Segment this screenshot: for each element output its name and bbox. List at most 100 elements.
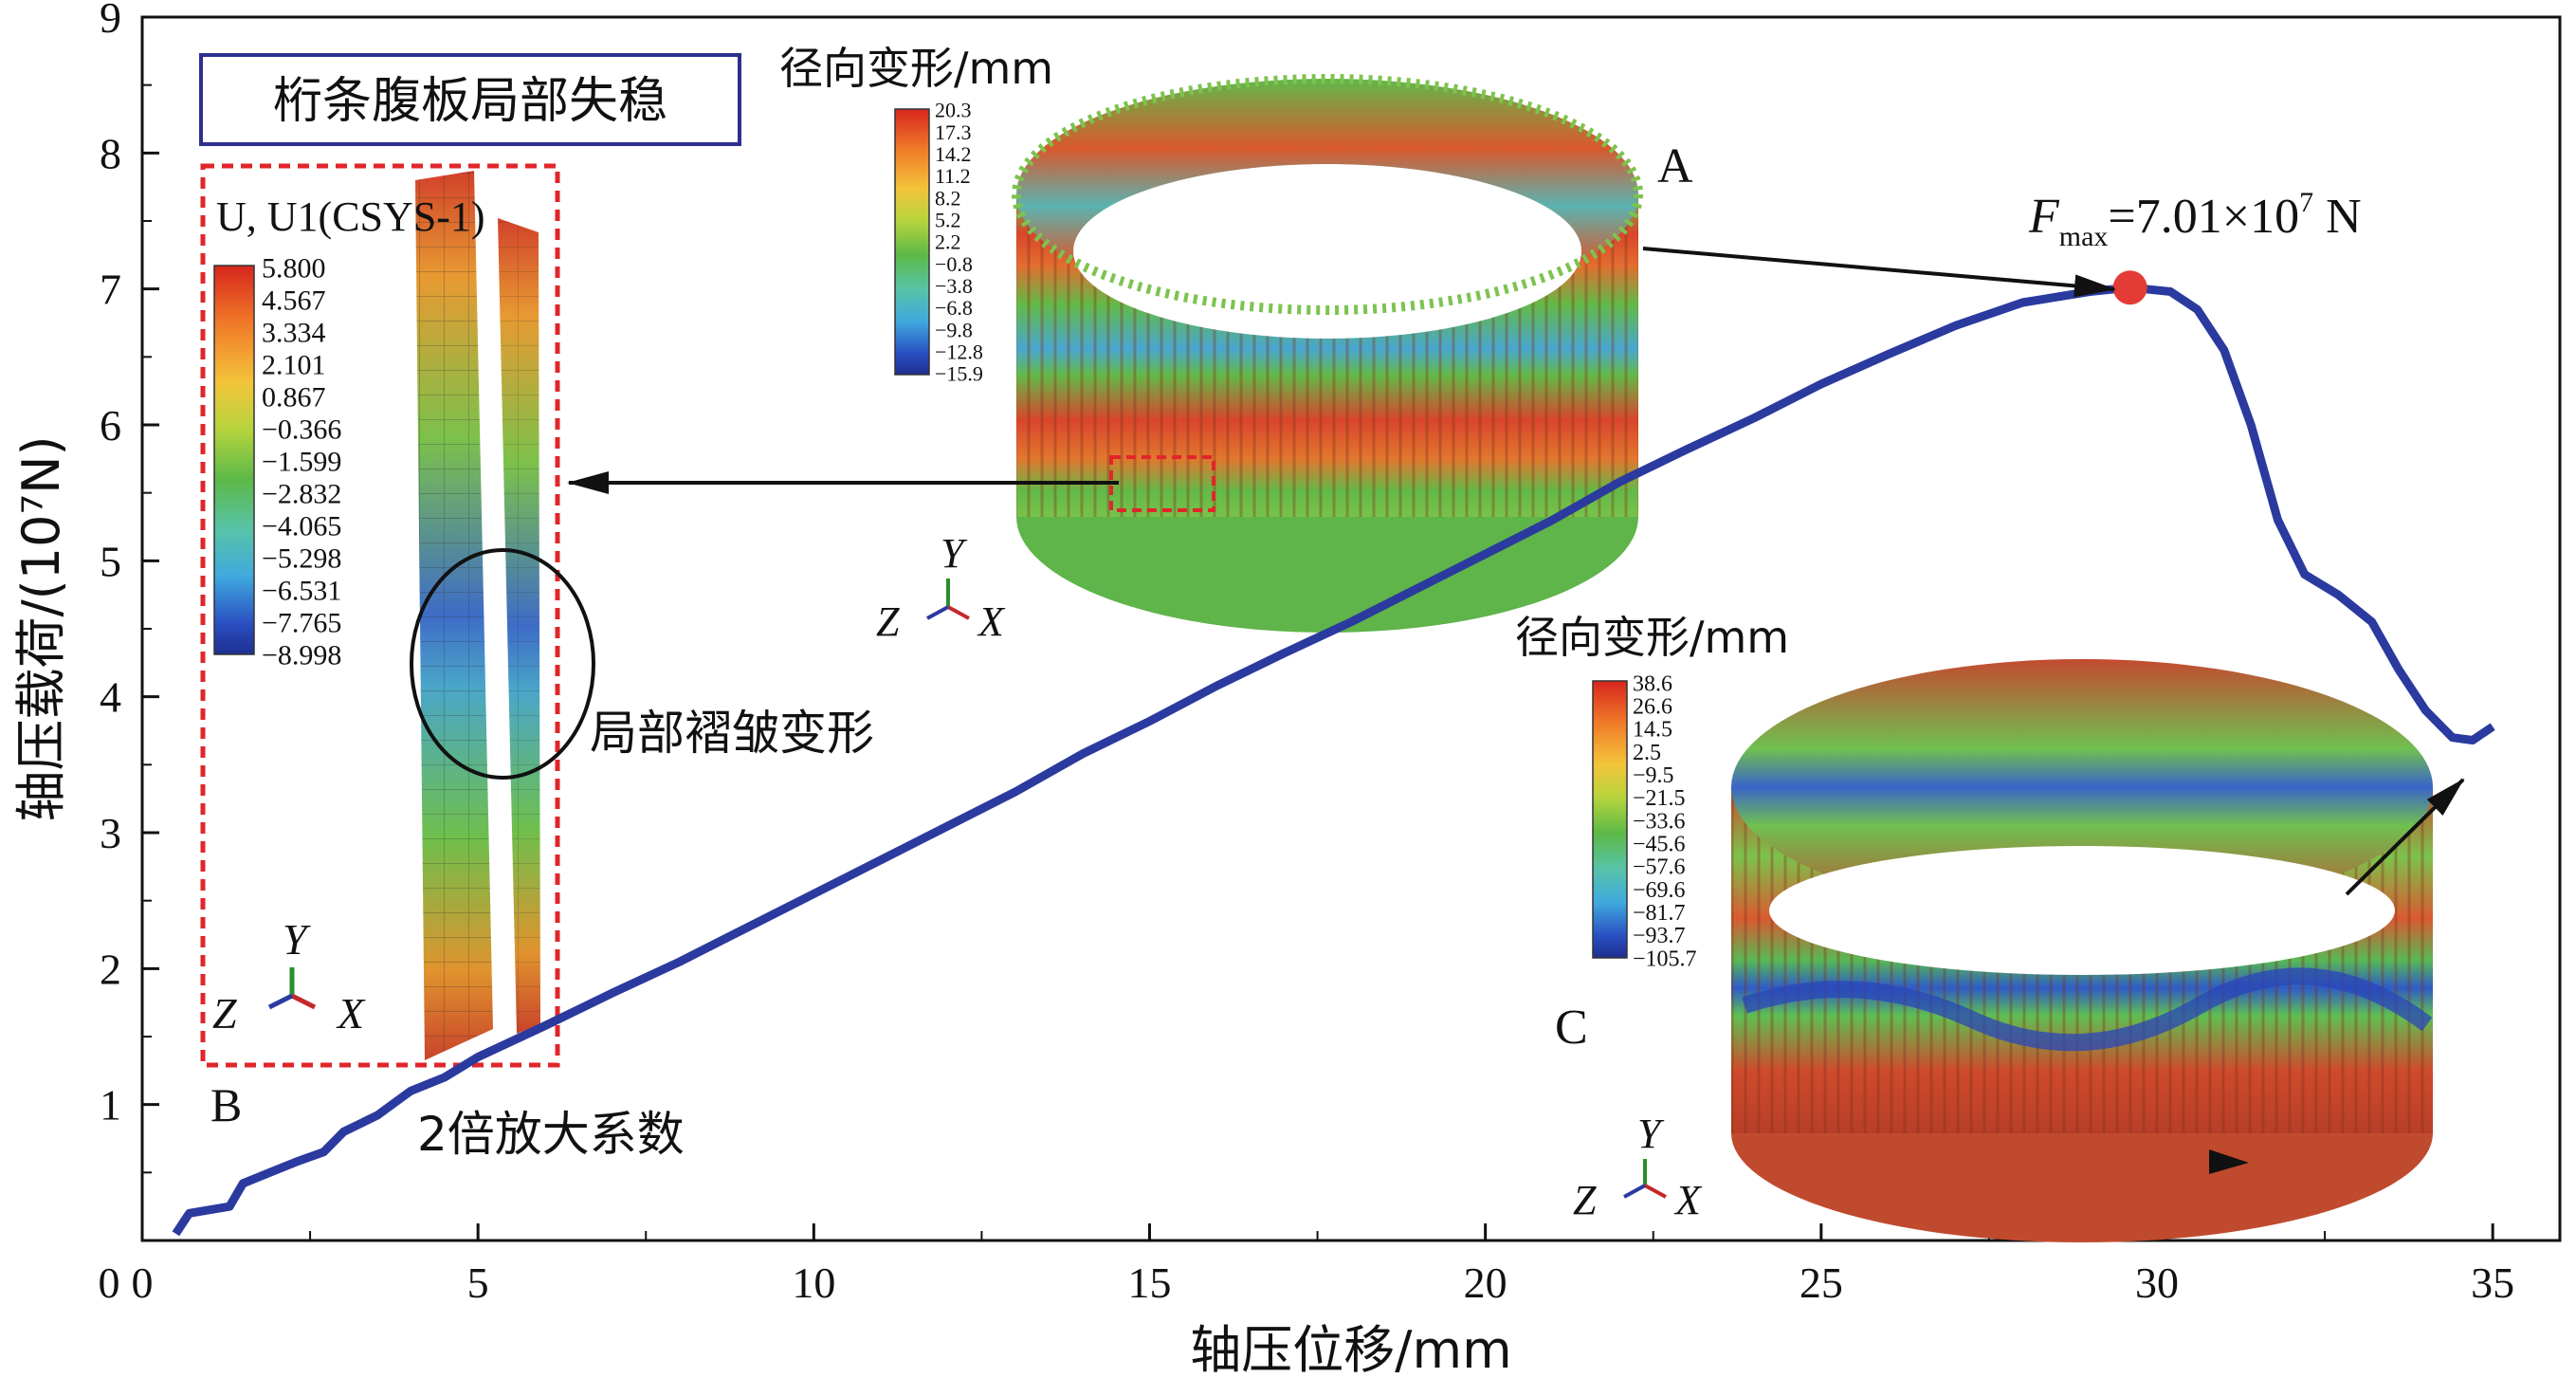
y-tick-label: 7 xyxy=(100,266,121,314)
colorbar-tick-label: 4.567 xyxy=(262,285,326,317)
colorbar-tick-label: −105.7 xyxy=(1633,946,1697,971)
inset-b-dashed-box xyxy=(200,163,560,1068)
colorbar-tick-label: 38.6 xyxy=(1633,671,1672,696)
series-layer xyxy=(172,270,2495,1237)
svg-text:X: X xyxy=(336,989,366,1038)
colorbar-tick-label: −6.531 xyxy=(262,576,341,607)
svg-text:Y: Y xyxy=(941,530,968,577)
label-a: A xyxy=(1657,139,1693,193)
x-tick-label: 0 xyxy=(132,1259,154,1307)
arrow-c-to-curve xyxy=(2345,778,2465,896)
colorbar-tick-label: −0.8 xyxy=(935,252,973,276)
svg-text:Z: Z xyxy=(1573,1177,1597,1223)
label-b: B xyxy=(210,1078,242,1131)
colorbar-tick-label: −93.7 xyxy=(1633,924,1686,948)
x-tick-label: 5 xyxy=(467,1259,489,1307)
colorbar-tick-label: −8.998 xyxy=(262,640,341,671)
y-tick-label: 8 xyxy=(100,129,121,177)
cylinder-a-hole xyxy=(1073,164,1581,339)
colorbar-tick-label: 14.2 xyxy=(935,142,972,166)
colorbar-tick-label: −21.5 xyxy=(1633,786,1686,811)
y-axis: 9 8 7 6 5 4 3 2 1 xyxy=(100,0,159,1174)
cylinder-a-red-box xyxy=(1109,455,1215,512)
y-tick-label: 1 xyxy=(100,1081,121,1130)
triad-c: Y Z X xyxy=(1573,1111,1703,1223)
colorbar-tick-label: −9.5 xyxy=(1633,763,1674,788)
y-tick-label: 3 xyxy=(100,809,121,857)
colorbar-tick-label: 3.334 xyxy=(262,318,326,349)
colorbar-tick-label: −2.832 xyxy=(262,479,341,510)
colorbar-tick-label: 8.2 xyxy=(935,186,961,210)
x-tick-label: 15 xyxy=(1128,1259,1172,1307)
colorbar-tick-label: 2.2 xyxy=(935,230,961,254)
inset-a-cylinder xyxy=(1012,74,1643,633)
colorbar-a-title: 径向变形/mm xyxy=(779,43,1053,94)
svg-text:X: X xyxy=(977,598,1006,645)
colorbar-tick-label: −57.6 xyxy=(1633,855,1686,880)
colorbar-tick-label: −1.599 xyxy=(262,447,341,478)
colorbar-tick-label: −9.8 xyxy=(935,318,973,341)
wrinkle-label: 局部褶皱变形 xyxy=(590,706,874,761)
colorbar-tick-label: −69.6 xyxy=(1633,878,1686,903)
svg-text:Y: Y xyxy=(1637,1111,1665,1157)
inset-c-cylinder xyxy=(1731,659,2433,1242)
x-tick-label: 20 xyxy=(1464,1259,1507,1307)
colorbar-tick-label: −0.366 xyxy=(262,414,341,446)
colorbar-tick-label: −45.6 xyxy=(1633,833,1686,857)
x-tick-label: 10 xyxy=(792,1259,835,1307)
colorbar-tick-label: 14.5 xyxy=(1633,718,1672,743)
colorbar-tick-label: −15.9 xyxy=(935,362,983,386)
title-box xyxy=(199,53,741,146)
colorbar-tick-label: 20.3 xyxy=(935,99,972,122)
x-tick-label: 25 xyxy=(1800,1259,1843,1307)
cylinder-c-rim xyxy=(1731,659,2433,915)
colorbar-tick-label: 17.3 xyxy=(935,120,972,144)
colorbar-tick-label: 5.800 xyxy=(262,253,326,285)
scale-label: 2倍放大系数 xyxy=(417,1107,685,1162)
colorbar-tick-label: −12.8 xyxy=(935,340,983,364)
colorbar-tick-label: −3.8 xyxy=(935,274,973,298)
svg-text:X: X xyxy=(1673,1177,1703,1223)
colorbar-tick-label: −6.8 xyxy=(935,296,973,320)
colorbar-c-title: 径向变形/mm xyxy=(1515,612,1789,663)
colorbar-tick-label: 5.2 xyxy=(935,209,961,232)
svg-text:Z: Z xyxy=(876,598,900,645)
colorbar-tick-label: 2.5 xyxy=(1633,741,1661,765)
x-tick-label: 35 xyxy=(2471,1259,2514,1307)
series-line xyxy=(172,283,2495,1237)
label-c: C xyxy=(1555,1001,1588,1055)
arrow-small-c xyxy=(2209,1149,2249,1174)
y-axis-label: 轴压载荷/(10⁷N) xyxy=(11,435,71,821)
y-tick-label: 4 xyxy=(100,673,121,722)
x-tick-label: 30 xyxy=(2135,1259,2179,1307)
y-tick-label: 9 xyxy=(100,0,121,42)
colorbar-tick-label: −5.298 xyxy=(262,543,341,575)
inset-b: 桁条腹板局部失稳 U, U1(CSYS-1) 5.8004.5673.3342.… xyxy=(199,53,874,1162)
svg-text:Z: Z xyxy=(212,989,237,1038)
title-box-text: 桁条腹板局部失稳 xyxy=(273,73,667,130)
triad-b: Y Z X xyxy=(212,915,366,1038)
colorbar-c: 径向变形/mm 38.626.614.52.5−9.5−21.5−33.6−45… xyxy=(1515,612,1789,971)
wrinkle-ellipse xyxy=(410,548,595,780)
origin-label: 0 xyxy=(99,1259,120,1307)
colorbar-tick-label: −33.6 xyxy=(1633,809,1686,834)
cylinder-c-hole xyxy=(1769,846,2395,975)
y-axis-label-group: 轴压载荷/(10⁷N) xyxy=(11,435,71,821)
colorbar-tick-label: 2.101 xyxy=(262,350,326,381)
peak-marker xyxy=(2112,270,2147,305)
y-tick-label: 2 xyxy=(100,945,121,993)
y-tick-label: 5 xyxy=(100,537,121,585)
colorbar-tick-label: 26.6 xyxy=(1633,695,1672,720)
colorbar-a: 径向变形/mm 20.317.314.211.28.25.22.2−0.8−3.… xyxy=(779,43,1053,386)
inset-b-title: U, U1(CSYS-1) xyxy=(216,193,485,240)
colorbar-tick-label: 11.2 xyxy=(935,164,971,188)
fmax-annotation: Fmax=7.01×107 N xyxy=(2028,187,2362,252)
arrow-a-to-peak xyxy=(1642,247,2116,298)
svg-text:Fmax=7.01×107 N: Fmax=7.01×107 N xyxy=(2028,187,2362,252)
colorbar-tick-label: −81.7 xyxy=(1633,901,1686,926)
colorbar-tick-label: 0.867 xyxy=(262,382,326,413)
colorbar-tick-label: −4.065 xyxy=(262,511,341,542)
y-tick-label: 6 xyxy=(100,401,121,450)
colorbar-tick-label: −7.765 xyxy=(262,608,341,639)
